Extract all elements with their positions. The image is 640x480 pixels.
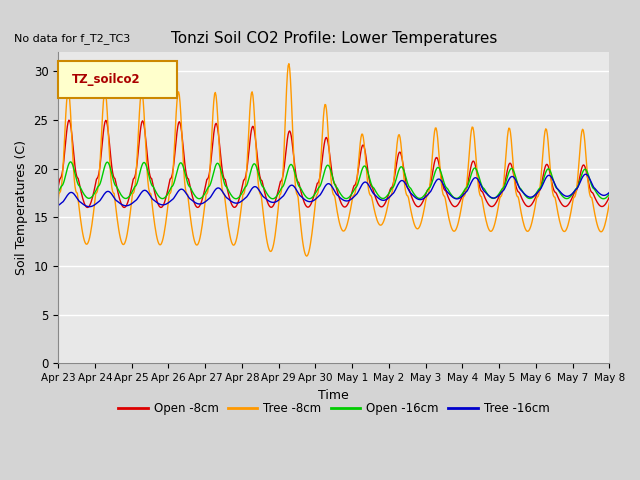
Open -8cm: [207, 153, 215, 159]
Tree -16cm: [605, 190, 613, 195]
Tree -16cm: [86, 204, 93, 210]
Y-axis label: Soil Temperatures (C): Soil Temperatures (C): [15, 140, 28, 275]
Open -16cm: [67, 159, 74, 165]
Open -16cm: [207, 180, 214, 186]
Tree -16cm: [402, 181, 410, 187]
Open -16cm: [122, 195, 129, 201]
Tree -8cm: [285, 61, 292, 67]
Tree -16cm: [418, 196, 426, 202]
Line: Tree -16cm: Tree -16cm: [58, 174, 609, 207]
Line: Open -16cm: Open -16cm: [58, 162, 609, 199]
FancyBboxPatch shape: [58, 61, 177, 98]
Tree -8cm: [303, 253, 310, 259]
Tree -16cm: [582, 171, 589, 177]
Open -16cm: [605, 191, 613, 197]
Tree -8cm: [206, 167, 214, 172]
Open -8cm: [83, 204, 91, 210]
Tree -8cm: [403, 191, 410, 197]
Tree -16cm: [178, 186, 186, 192]
Tree -16cm: [54, 203, 62, 208]
Open -8cm: [179, 136, 186, 142]
Open -8cm: [64, 119, 72, 125]
Line: Tree -8cm: Tree -8cm: [58, 64, 609, 256]
Open -16cm: [418, 195, 426, 201]
Tree -16cm: [122, 203, 129, 209]
Tree -16cm: [64, 192, 72, 197]
Open -16cm: [64, 163, 72, 168]
Tree -8cm: [54, 198, 62, 204]
Open -8cm: [122, 203, 130, 208]
Tree -16cm: [207, 194, 214, 200]
Open -16cm: [178, 160, 186, 166]
Open -8cm: [65, 117, 73, 123]
Open -8cm: [419, 200, 426, 205]
Open -16cm: [600, 196, 607, 202]
Legend: Open -8cm, Tree -8cm, Open -16cm, Tree -16cm: Open -8cm, Tree -8cm, Open -16cm, Tree -…: [113, 397, 554, 420]
Tree -8cm: [121, 240, 129, 246]
Tree -8cm: [177, 111, 185, 117]
Tree -8cm: [419, 215, 426, 221]
Open -8cm: [54, 184, 62, 190]
Text: TZ_soilco2: TZ_soilco2: [72, 72, 141, 85]
X-axis label: Time: Time: [318, 389, 349, 402]
Tree -8cm: [64, 88, 72, 94]
Open -8cm: [403, 181, 410, 187]
Open -8cm: [605, 194, 613, 200]
Title: Tonzi Soil CO2 Profile: Lower Temperatures: Tonzi Soil CO2 Profile: Lower Temperatur…: [171, 31, 497, 46]
Line: Open -8cm: Open -8cm: [58, 120, 609, 207]
Open -16cm: [402, 173, 410, 179]
Text: No data for f_T2_TC3: No data for f_T2_TC3: [14, 33, 131, 44]
Open -16cm: [54, 190, 62, 195]
Tree -8cm: [605, 200, 613, 206]
